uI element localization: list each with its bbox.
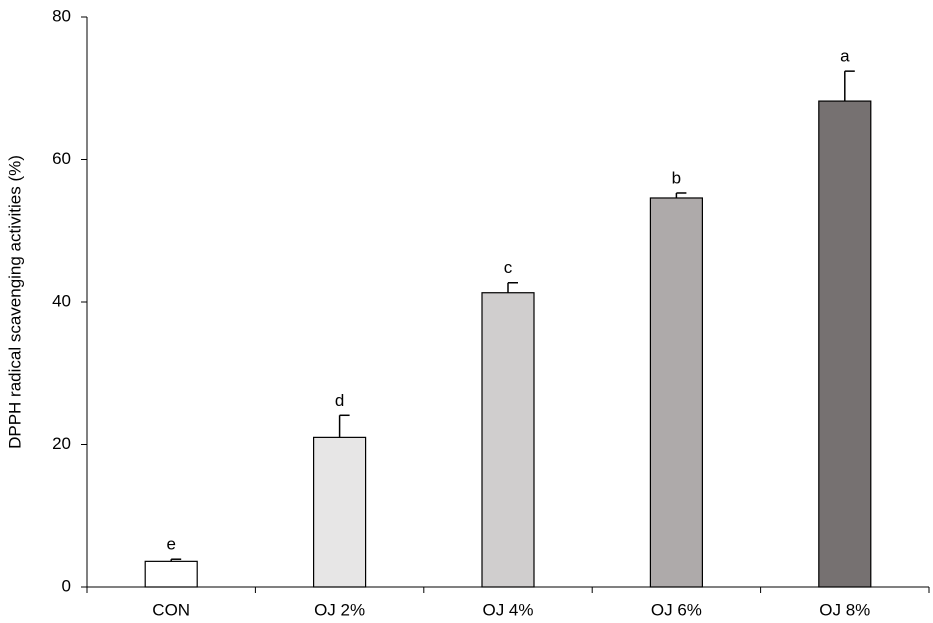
y-tick-label: 20: [52, 434, 71, 453]
annotation: a: [840, 47, 850, 66]
annotation: e: [166, 535, 175, 554]
y-tick-label: 40: [52, 291, 71, 310]
y-tick-label: 0: [62, 576, 71, 595]
bar: [144, 560, 198, 588]
annotation: c: [504, 258, 513, 277]
y-axis-label: DPPH radical scavenging activities (%): [5, 155, 24, 449]
y-tick-label: 80: [52, 6, 71, 25]
bar: [313, 436, 367, 588]
bar: [818, 100, 872, 588]
x-tick-label: OJ 8%: [819, 600, 870, 619]
x-tick-label: OJ 4%: [482, 600, 533, 619]
y-tick-label: 60: [52, 149, 71, 168]
bar: [481, 292, 535, 588]
annotation: b: [672, 168, 681, 187]
x-tick-label: OJ 6%: [651, 600, 702, 619]
x-tick-label: OJ 2%: [314, 600, 365, 619]
annotation: d: [335, 391, 344, 410]
x-tick-label: CON: [152, 600, 190, 619]
bar: [649, 197, 704, 588]
